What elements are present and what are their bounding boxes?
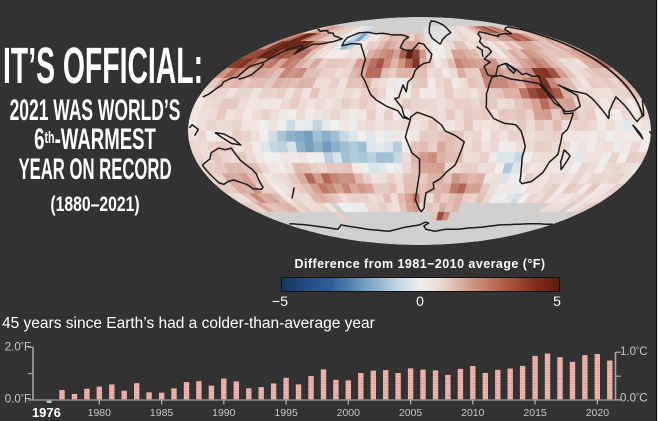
svg-text:1990: 1990 — [212, 407, 236, 419]
svg-text:2010: 2010 — [461, 407, 485, 419]
svg-text:2.0°F: 2.0°F — [5, 341, 31, 354]
svg-text:1980: 1980 — [88, 407, 112, 419]
svg-text:2005: 2005 — [399, 407, 423, 419]
svg-text:2020: 2020 — [586, 407, 610, 419]
svg-text:0.0°F: 0.0°F — [5, 393, 31, 406]
svg-text:1.0°C: 1.0°C — [620, 346, 648, 359]
svg-text:2015: 2015 — [523, 407, 547, 419]
svg-text:0.0°C: 0.0°C — [620, 392, 648, 405]
svg-text:1976: 1976 — [32, 405, 61, 420]
svg-text:2000: 2000 — [337, 407, 361, 419]
svg-text:1985: 1985 — [150, 407, 174, 419]
svg-text:1995: 1995 — [274, 407, 298, 419]
